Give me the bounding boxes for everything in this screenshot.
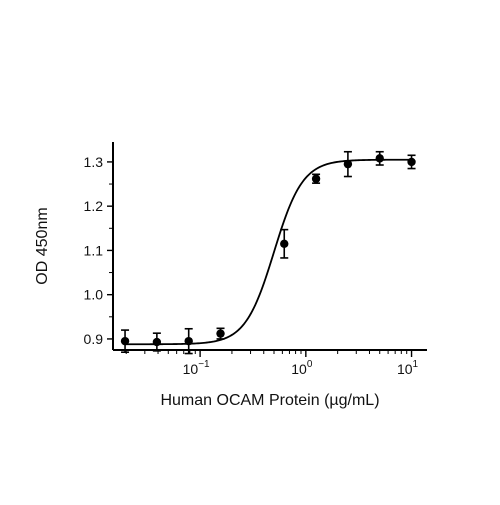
y-tick-label: 1.2 (84, 198, 104, 214)
data-point (407, 157, 416, 167)
data-point (343, 159, 353, 169)
y-tick-label: 1.1 (84, 242, 104, 258)
x-ticks: 10−1 100 101 (125, 350, 419, 377)
data-point (120, 336, 130, 346)
x-tick-label: 100 (291, 359, 313, 377)
data-point (375, 154, 384, 163)
y-tick-label: 1.0 (84, 287, 104, 303)
y-tick-label: 0.9 (84, 331, 104, 347)
x-axis-title: Human OCAM Protein (µg/mL) (160, 392, 379, 409)
data-point (280, 239, 289, 248)
y-ticks: 0.9 1.0 1.1 1.2 1.3 (84, 154, 113, 347)
fit-curve (125, 158, 412, 346)
x-tick-label: 101 (397, 359, 419, 377)
x-tick-exponent: −1 (198, 359, 210, 370)
x-tick-base: 10 (183, 361, 199, 377)
x-tick-base: 10 (397, 361, 413, 377)
x-tick-base: 10 (291, 361, 307, 377)
data-point (184, 336, 193, 346)
y-tick-label: 1.3 (84, 154, 104, 170)
error-bars (121, 150, 416, 355)
fit-curve-layer (125, 158, 412, 346)
data-point (152, 337, 162, 347)
data-point (311, 174, 321, 183)
data-point (216, 329, 225, 338)
data-points (120, 154, 416, 347)
x-tick-exponent: 0 (307, 359, 313, 370)
x-tick-exponent: 1 (413, 359, 419, 370)
axes (112, 142, 427, 351)
x-tick-label: 10−1 (183, 359, 210, 377)
y-axis-title: OD 450nm (34, 207, 51, 284)
